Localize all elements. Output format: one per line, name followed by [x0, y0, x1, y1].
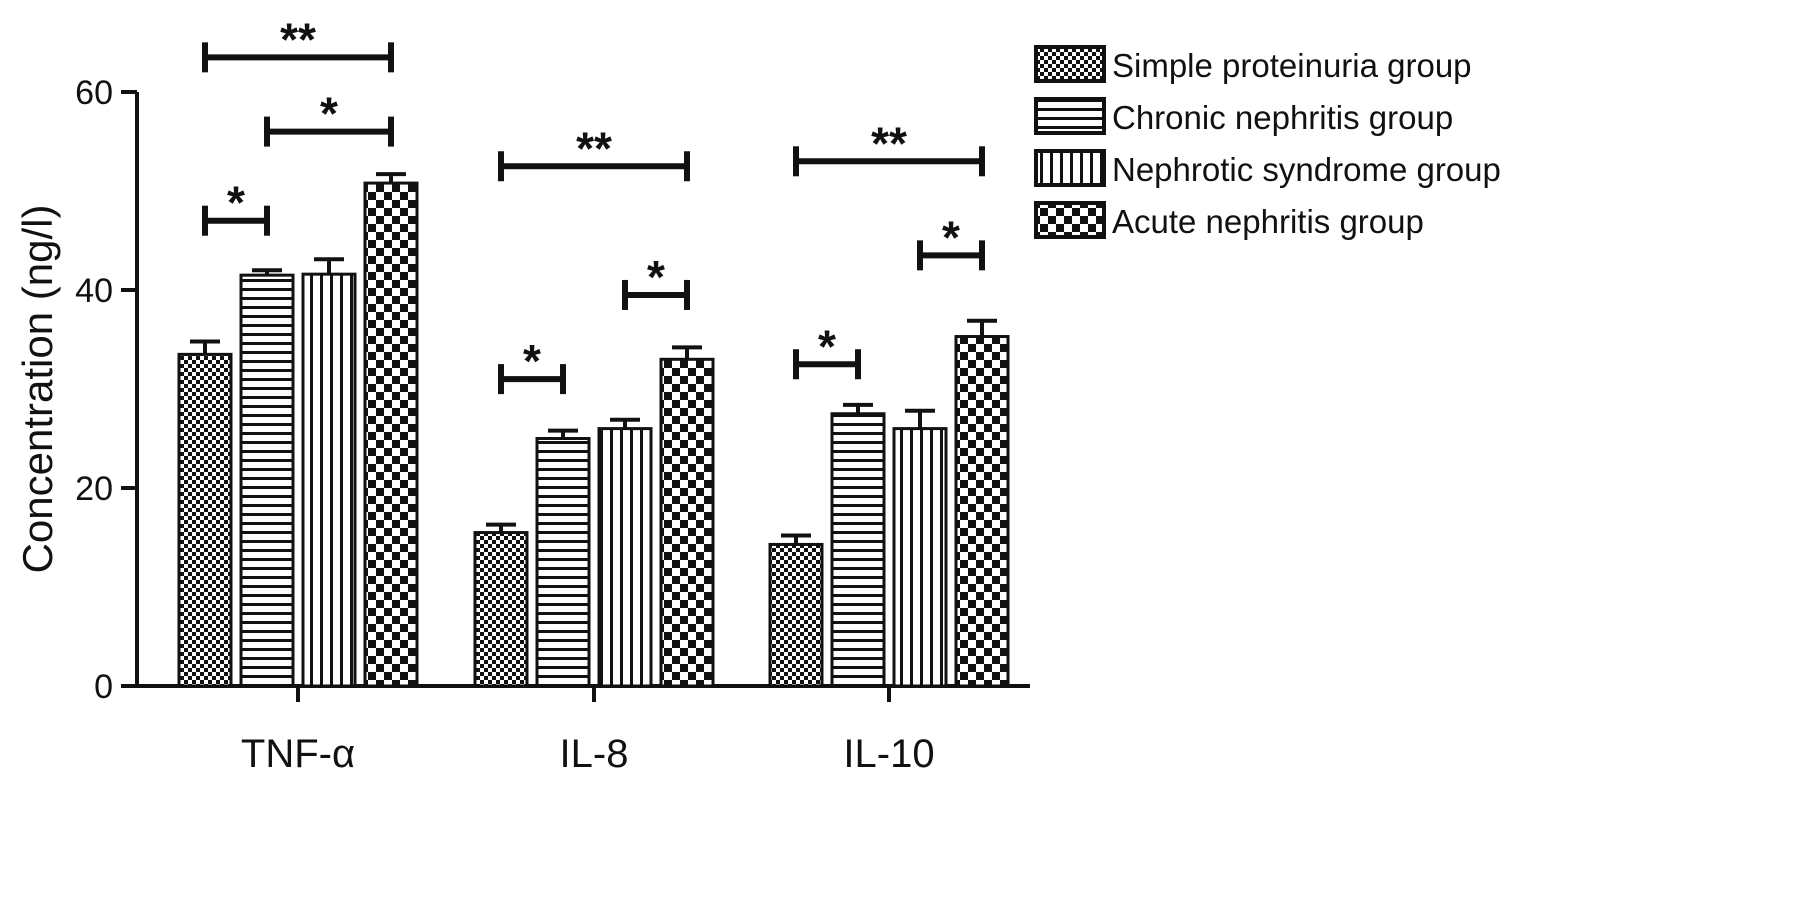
- sig-label-8: **: [871, 117, 907, 169]
- error-bars: [190, 172, 997, 545]
- y-tick-label-1: 20: [75, 470, 113, 508]
- bar-2-2: [892, 427, 948, 688]
- bar-0-2: [768, 542, 824, 688]
- sig-label-6: *: [818, 320, 836, 372]
- y-axis-ticks: 0 20 40 60: [75, 74, 137, 706]
- bar-2-0: [301, 272, 357, 688]
- legend-swatch-3: [1034, 201, 1106, 239]
- bar-2-1: [597, 427, 653, 688]
- bar-0-0: [177, 352, 233, 688]
- significance-brackets: ************: [202, 13, 985, 395]
- legend-swatch-1: [1034, 97, 1106, 135]
- legend-label-0: Simple proteinuria group: [1112, 47, 1472, 84]
- sig-label-5: **: [576, 122, 612, 174]
- sig-label-4: *: [647, 251, 665, 303]
- x-tick-label-2: IL-10: [843, 732, 934, 776]
- legend-label-2: Nephrotic syndrome group: [1112, 151, 1501, 188]
- bar-0-1: [473, 531, 529, 688]
- bar-3-1: [659, 357, 715, 688]
- sig-label-1: *: [320, 88, 338, 140]
- legend-swatch-2: [1034, 149, 1106, 187]
- legend: Simple proteinuria group Chronic nephriti…: [1034, 45, 1501, 240]
- sig-label-7: *: [942, 211, 960, 263]
- sig-label-3: *: [523, 335, 541, 387]
- y-tick-label-2: 40: [75, 272, 113, 310]
- bars: [177, 181, 1010, 688]
- y-tick-label-0: 0: [94, 668, 113, 706]
- sig-label-0: *: [227, 177, 245, 229]
- bar-1-0: [239, 273, 295, 688]
- y-tick-label-3: 60: [75, 74, 113, 112]
- legend-label-3: Acute nephritis group: [1112, 203, 1424, 240]
- sig-label-2: **: [280, 13, 316, 65]
- legend-swatch-0: [1034, 45, 1106, 83]
- bar-3-2: [954, 335, 1010, 688]
- x-axis-ticks: TNF-α IL-8 IL-10: [241, 686, 935, 776]
- bar-1-2: [830, 412, 886, 688]
- y-axis-label: Concentration (ng/l): [14, 205, 61, 574]
- x-tick-label-1: IL-8: [560, 732, 629, 776]
- legend-label-1: Chronic nephritis group: [1112, 99, 1453, 136]
- x-tick-label-0: TNF-α: [241, 732, 355, 776]
- bar-3-0: [363, 181, 419, 688]
- bar-1-1: [535, 437, 591, 688]
